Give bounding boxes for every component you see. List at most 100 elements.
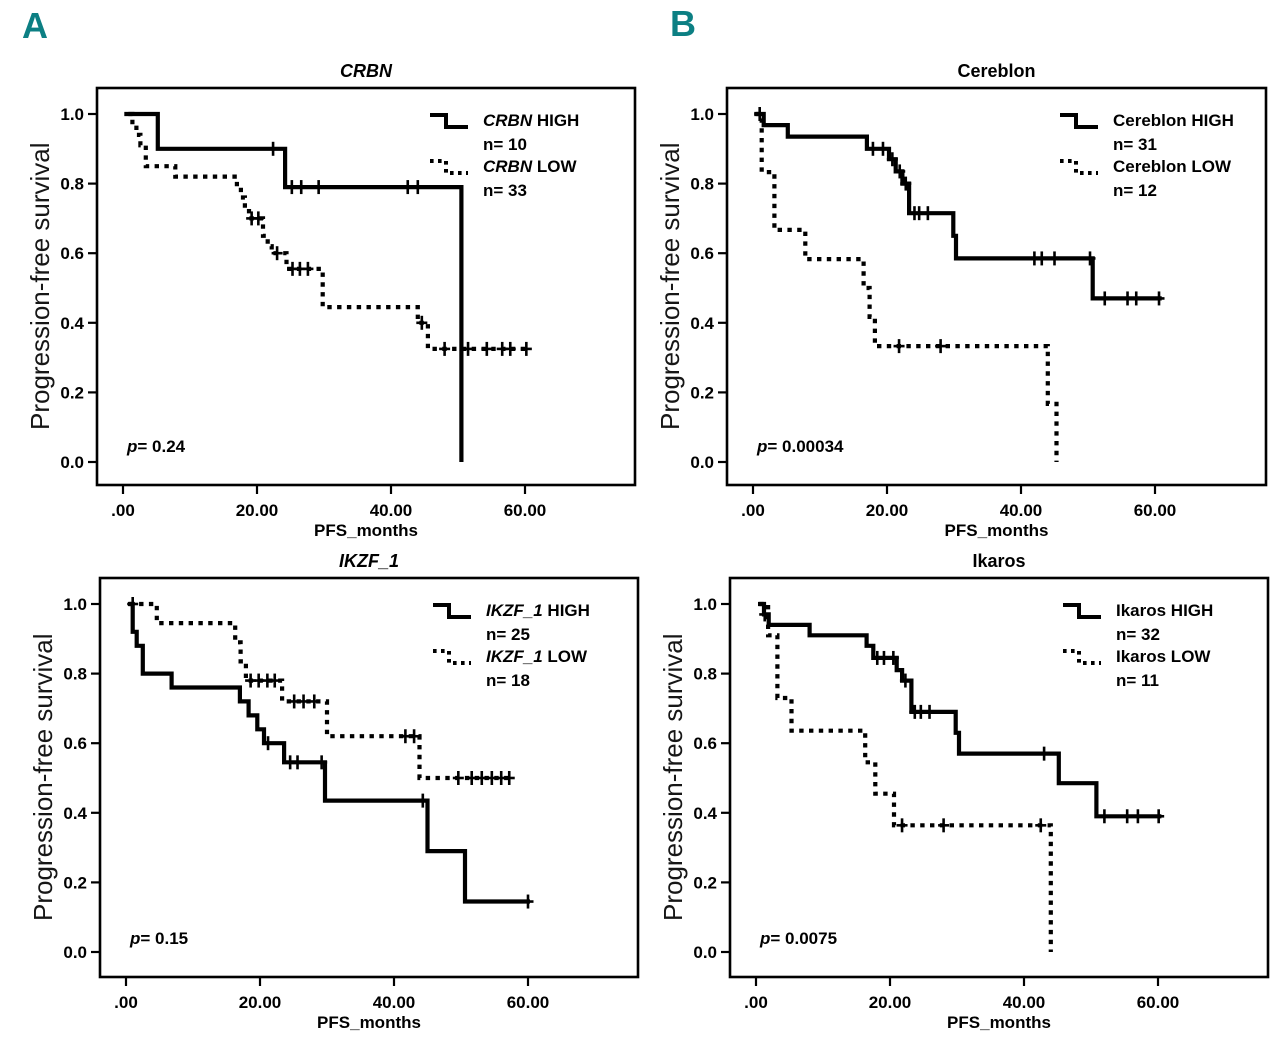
p-value: p= 0.24 (127, 437, 186, 456)
y-tick-label: 0.0 (690, 453, 714, 472)
y-tick-label: 1.0 (693, 595, 717, 614)
y-tick-label: 0.4 (63, 804, 87, 823)
legend: Ikaros HIGH n= 32 Ikaros LOW n= 11 (1060, 600, 1213, 692)
legend-n-label: n= 18 (486, 671, 530, 690)
km-plot-ikaros: 0.0 0.2 0.4 0.6 0.8 1.0 .00 20.00 40.00 60.00 (693, 576, 1270, 1012)
legend-key-dashed-line (1063, 649, 1101, 665)
plot-border (98, 576, 640, 979)
x-tick-label: 20.00 (236, 501, 279, 520)
x-tick-label: .00 (741, 501, 765, 520)
y-tick-label: 0.6 (693, 734, 717, 753)
plot-title: Cereblon (957, 61, 1036, 81)
p-value: p= 0.00034 (757, 437, 844, 456)
legend-n-label: n= 25 (486, 625, 530, 644)
legend: Cereblon HIGH n= 31 Cereblon LOW n= 12 (1057, 110, 1234, 202)
legend-key-solid-line (430, 113, 468, 129)
y-tick-label: 0.6 (60, 244, 84, 263)
y-tick-label: 0.0 (693, 943, 717, 962)
km-curve-solid (128, 601, 530, 904)
panel-cereblon: Cereblon Progression-free survival 0.0 0.… (655, 0, 1280, 540)
y-tick-label: 1.0 (60, 105, 84, 124)
x-axis-label: PFS_months (944, 521, 1049, 540)
y-tick-label: 0.2 (690, 383, 714, 402)
x-tick-label: 40.00 (373, 993, 416, 1012)
x-tick-label: 60.00 (507, 993, 550, 1012)
legend-label: Cereblon HIGH (1113, 111, 1234, 130)
x-tick-label: 40.00 (370, 501, 413, 520)
legend-key-dashed-line (433, 649, 471, 665)
legend-label: IKZF_1 HIGH (486, 601, 590, 620)
panel-ikaros: Ikaros Progression-free survival 0.0 0.2 0… (658, 524, 1280, 1048)
legend-label: Ikaros HIGH (1116, 601, 1214, 620)
section-label-b: B (670, 3, 696, 44)
legend-key-solid-line (1060, 113, 1098, 129)
y-tick-label: 0.6 (63, 734, 87, 753)
km-plot-cereblon: 0.0 0.2 0.4 0.6 0.8 1.0 .00 20.00 40.00 60.00 (690, 86, 1268, 520)
y-tick-label: 0.8 (690, 175, 714, 194)
legend-n-label: n= 31 (1113, 135, 1157, 154)
x-tick-label: 60.00 (504, 501, 547, 520)
y-tick-label: 0.8 (60, 175, 84, 194)
y-tick-label: 0.8 (63, 665, 87, 684)
x-axis-label: PFS_months (317, 1013, 421, 1032)
x-tick-label: .00 (114, 993, 138, 1012)
legend-n-label: n= 11 (1116, 671, 1160, 690)
section-label-a: A (22, 5, 48, 46)
x-tick-label: .00 (111, 501, 135, 520)
plot-border (725, 86, 1268, 487)
y-tick-label: 0.2 (63, 873, 87, 892)
x-axis-label: PFS_months (314, 521, 418, 540)
x-tick-label: .00 (744, 993, 768, 1012)
x-tick-label: 40.00 (1003, 993, 1046, 1012)
km-curve-dashed (759, 601, 1053, 952)
x-tick-label: 20.00 (866, 501, 909, 520)
panel-crbn: CRBN Progression-free survival 0.0 0.2 0.4… (0, 0, 660, 540)
plot-border (728, 576, 1270, 979)
legend: CRBN HIGH n= 10 CRBN LOW n= 33 (427, 110, 579, 202)
y-tick-label: 0.4 (690, 314, 714, 333)
plot-title: Ikaros (972, 551, 1026, 571)
y-tick-label: 0.0 (63, 943, 87, 962)
x-tick-label: 20.00 (239, 993, 282, 1012)
x-tick-label: 60.00 (1134, 501, 1177, 520)
legend-label: IKZF_1 LOW (486, 647, 588, 666)
y-tick-label: 0.0 (60, 453, 84, 472)
legend-label: Ikaros LOW (1116, 647, 1211, 666)
legend-n-label: n= 10 (483, 135, 527, 154)
plot-border (95, 86, 637, 487)
x-tick-label: 20.00 (869, 993, 912, 1012)
legend-key-dashed-line (1060, 159, 1098, 175)
legend-key-dashed-line (430, 159, 468, 175)
legend-n-label: n= 32 (1116, 625, 1160, 644)
y-tick-label: 1.0 (690, 105, 714, 124)
legend-n-label: n= 33 (483, 181, 527, 200)
y-tick-label: 0.6 (690, 244, 714, 263)
panel-ikzf1: IKZF_1 Progression-free survival 0.0 0.2 0… (0, 524, 660, 1048)
y-tick-label: 1.0 (63, 595, 87, 614)
p-value: p= 0.15 (130, 929, 189, 948)
legend-key-solid-line (1063, 603, 1101, 619)
legend-key-solid-line (433, 603, 471, 619)
km-plot-ikzf1: 0.0 0.2 0.4 0.6 0.8 1.0 .00 20.00 40.00 60.00 (63, 576, 640, 1012)
plot-title: IKZF_1 (338, 551, 399, 571)
x-tick-label: 60.00 (1137, 993, 1180, 1012)
y-tick-label: 0.8 (693, 665, 717, 684)
y-tick-label: 0.2 (60, 383, 84, 402)
km-plot-crbn: 0.0 0.2 0.4 0.6 0.8 1.0 .00 20.00 40.00 60.00 (60, 86, 637, 520)
legend-label: CRBN LOW (483, 157, 577, 176)
legend-label: Cereblon LOW (1113, 157, 1232, 176)
y-tick-label: 0.4 (693, 804, 717, 823)
p-value: p= 0.0075 (760, 929, 838, 948)
legend: IKZF_1 HIGH n= 25 IKZF_1 LOW n= 18 (430, 600, 590, 692)
x-axis-label: PFS_months (947, 1013, 1051, 1032)
legend-label: CRBN HIGH (483, 111, 580, 130)
km-curve-solid (124, 111, 464, 462)
km-curve-dashed (129, 601, 512, 781)
y-tick-label: 0.4 (60, 314, 84, 333)
y-tick-label: 0.2 (693, 873, 717, 892)
km-curve-dashed (756, 111, 1059, 462)
legend-n-label: n= 12 (1113, 181, 1157, 200)
x-tick-label: 40.00 (1000, 501, 1043, 520)
plot-title: CRBN (340, 61, 392, 81)
